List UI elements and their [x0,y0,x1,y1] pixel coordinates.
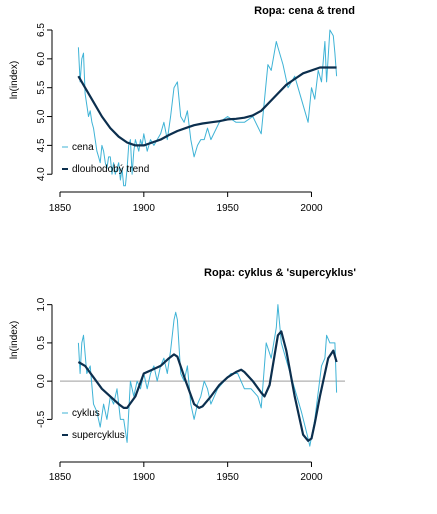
series-line-primary [77,304,338,447]
x-tick-label: 2000 [300,472,323,483]
y-tick-label: 6.5 [36,23,47,37]
x-tick-label: 1950 [217,203,240,214]
x-tick-label: 1900 [133,472,156,483]
series-line-secondary [77,330,338,442]
legend-label: dlouhodobý trend [72,164,149,175]
y-tick-label: 5.0 [36,109,47,123]
top-chart-title: Ropa: cena & trend [254,5,355,17]
y-tick-label: 0.5 [36,336,47,350]
x-tick-label: 1850 [49,203,72,214]
series-line-secondary [77,66,337,147]
x-tick-label: 1850 [49,472,72,483]
legend-label: cyklus [72,408,100,419]
y-tick-label: -0.5 [36,410,47,428]
x-tick-label: 1950 [217,472,240,483]
series-line-primary [77,29,338,187]
x-tick-label: 2000 [300,203,323,214]
top-chart-y-axis-label: ln(index) [9,61,20,99]
y-tick-label: 4.0 [36,167,47,181]
y-tick-label: 0.0 [36,374,47,388]
y-tick-label: 5.5 [36,80,47,94]
legend-label: cena [72,142,94,153]
legend-label: supercyklus [72,430,125,441]
x-tick-label: 1900 [133,203,156,214]
bottom-chart-y-axis-label: ln(index) [9,321,20,359]
y-tick-label: 1.0 [36,297,47,311]
bottom-chart-title: Ropa: cyklus & 'supercyklus' [204,267,356,279]
y-tick-label: 6.0 [36,51,47,65]
bottom-chart-panel: Ropa: cyklus & 'supercyklus' ln(index) -… [9,267,356,483]
top-chart-panel: Ropa: cena & trend ln(index) 4.0 4.5 5.0 5.… [9,5,355,214]
y-tick-label: 4.5 [36,138,47,152]
